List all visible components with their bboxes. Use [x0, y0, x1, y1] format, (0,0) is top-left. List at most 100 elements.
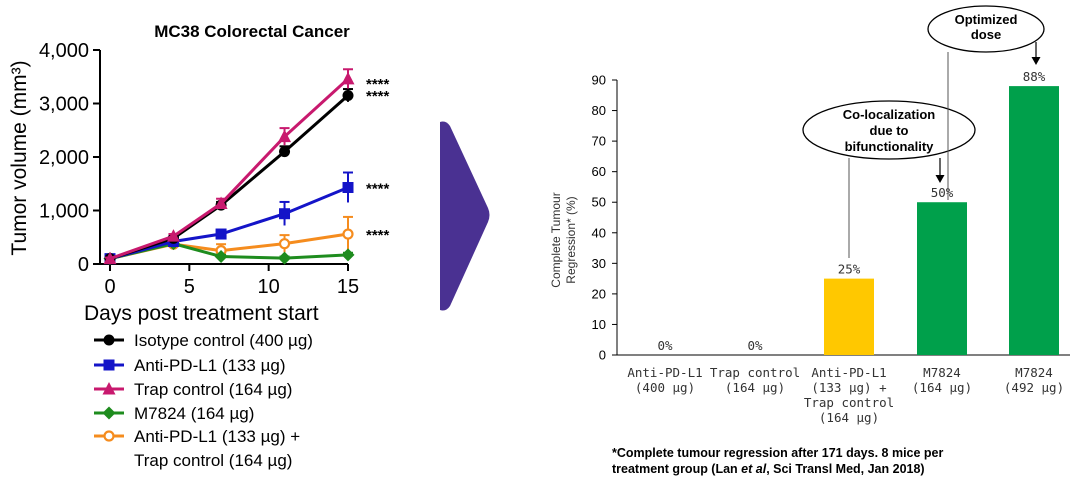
data-point — [166, 229, 180, 242]
bar — [1009, 86, 1059, 355]
series-line — [109, 94, 349, 261]
category-label: Trap control — [804, 395, 894, 410]
legend-item: Anti-PD-L1 (133 µg) + Trap control (164 µ… — [94, 427, 300, 470]
data-point — [214, 250, 228, 264]
bar-value-label: 88% — [1023, 69, 1046, 84]
y-tick-label: 90 — [592, 73, 606, 88]
category-label: M7824 — [1015, 365, 1053, 380]
category-label: (133 µg) + — [811, 380, 886, 395]
data-point — [342, 181, 354, 193]
line-chart-title: MC38 Colorectal Cancer — [154, 22, 350, 41]
x-tick-label: 0 — [104, 276, 115, 298]
footnote-line-2: treatment group (Lan et al, Sci Transl M… — [612, 462, 925, 476]
x-tick-label: 15 — [337, 276, 359, 298]
category-label: (400 µg) — [635, 380, 695, 395]
category-label: (164 µg) — [819, 410, 879, 425]
footnote-line-1: *Complete tumour regression after 171 da… — [612, 446, 944, 460]
chevron-arrow-icon — [440, 121, 490, 311]
data-point — [278, 251, 292, 265]
y-label-line: Regression* (%) — [564, 196, 578, 283]
category-label: M7824 — [923, 365, 961, 380]
legend-label: Anti-PD-L1 (133 µg) — [134, 356, 286, 375]
category-label: Anti-PD-L1 — [627, 365, 702, 380]
legend-item: M7824 (164 µg) — [94, 404, 254, 423]
callout-text: bifunctionality — [845, 139, 935, 154]
bar-value-label: 25% — [838, 262, 861, 277]
data-point — [341, 71, 355, 85]
legend-item: Isotype control (400 µg) — [94, 331, 313, 350]
callout-text: due to — [870, 123, 909, 138]
data-point — [215, 228, 227, 240]
legend: Isotype control (400 µg) Anti-PD-L1 (133 … — [94, 331, 313, 470]
legend-item: Trap control (164 µg) — [94, 380, 292, 399]
callout-bubble-colocalization — [802, 100, 976, 160]
legend-label: Trap control (164 µg) — [134, 451, 292, 470]
data-point — [103, 251, 117, 265]
data-point — [214, 196, 228, 210]
callout-text: Optimized — [955, 12, 1018, 27]
footnote-text: treatment group (Lan — [612, 462, 741, 476]
legend-label: Trap control (164 µg) — [134, 380, 292, 399]
category-label: Anti-PD-L1 — [811, 365, 886, 380]
y-tick-label: 4,000 — [39, 40, 89, 62]
legend-item: Anti-PD-L1 (133 µg) — [94, 356, 286, 375]
legend-label: Isotype control (400 µg) — [134, 331, 313, 350]
y-label-line: Complete Tumour — [549, 192, 563, 287]
legend-label: M7824 (164 µg) — [134, 404, 254, 423]
data-point — [103, 334, 115, 346]
footnote-text: , Sci Transl Med, Jan 2018) — [766, 462, 924, 476]
category-label: (492 µg) — [1004, 380, 1064, 395]
y-tick-label: 70 — [592, 134, 606, 149]
y-tick-label: 80 — [592, 103, 606, 118]
y-tick-label: 40 — [592, 225, 606, 240]
arrowhead-icon — [935, 175, 945, 183]
data-point — [279, 208, 291, 220]
footnote-italic-text: et al — [741, 462, 767, 476]
y-axis-label: Tumor volume (mm³) — [8, 60, 31, 255]
significance-marker: **** — [366, 227, 390, 244]
data-point — [278, 129, 292, 143]
y-tick-label: 50 — [592, 195, 606, 210]
y-tick-label: 10 — [592, 317, 606, 332]
bar-value-label: 50% — [931, 185, 954, 200]
y-tick-label: 2,000 — [39, 147, 89, 169]
y-tick-label: 0 — [78, 254, 89, 276]
y-tick-label: 1,000 — [39, 201, 89, 223]
bar-value-label: 0% — [747, 338, 763, 353]
y-tick-label: 3,000 — [39, 94, 89, 116]
callout-bubble-optimized-dose — [927, 5, 1045, 53]
category-label: (164 µg) — [912, 380, 972, 395]
significance-marker: **** — [366, 76, 390, 93]
x-axis-label: Days post treatment start — [84, 302, 319, 325]
category-label: Trap control — [710, 365, 800, 380]
y-tick-label: 60 — [592, 164, 606, 179]
bar — [824, 278, 874, 355]
data-point — [341, 248, 355, 262]
data-point — [102, 382, 116, 395]
significance-marker: **** — [366, 88, 390, 105]
callout-text: dose — [971, 27, 1001, 42]
data-point — [342, 89, 354, 101]
data-point — [279, 146, 291, 158]
category-label: (164 µg) — [725, 380, 785, 395]
significance-marker: **** — [366, 180, 390, 197]
bar-value-label: 0% — [657, 338, 673, 353]
label-clip-mask — [396, 296, 436, 328]
data-point — [102, 406, 116, 420]
data-point — [278, 238, 291, 250]
bar — [917, 202, 967, 355]
callout-text: Co-localization — [843, 107, 936, 122]
y-tick-label: 0 — [599, 348, 606, 363]
arrowhead-icon — [1031, 57, 1041, 65]
y-tick-label: 20 — [592, 286, 606, 301]
y-label-group: Complete Tumour Regression* (%) — [549, 192, 578, 287]
bar-chart-y-label: Complete Tumour Regression* (%) — [549, 192, 578, 287]
data-point — [103, 430, 115, 442]
series-2 — [103, 68, 355, 265]
x-tick-label: 10 — [258, 276, 280, 298]
bar-chart: Complete Tumour Regression* (%) 0 10 20 30 40… — [549, 5, 1070, 476]
y-tick-label: 30 — [592, 256, 606, 271]
legend-label: Anti-PD-L1 (133 µg) + — [134, 427, 300, 446]
data-point — [342, 228, 354, 240]
